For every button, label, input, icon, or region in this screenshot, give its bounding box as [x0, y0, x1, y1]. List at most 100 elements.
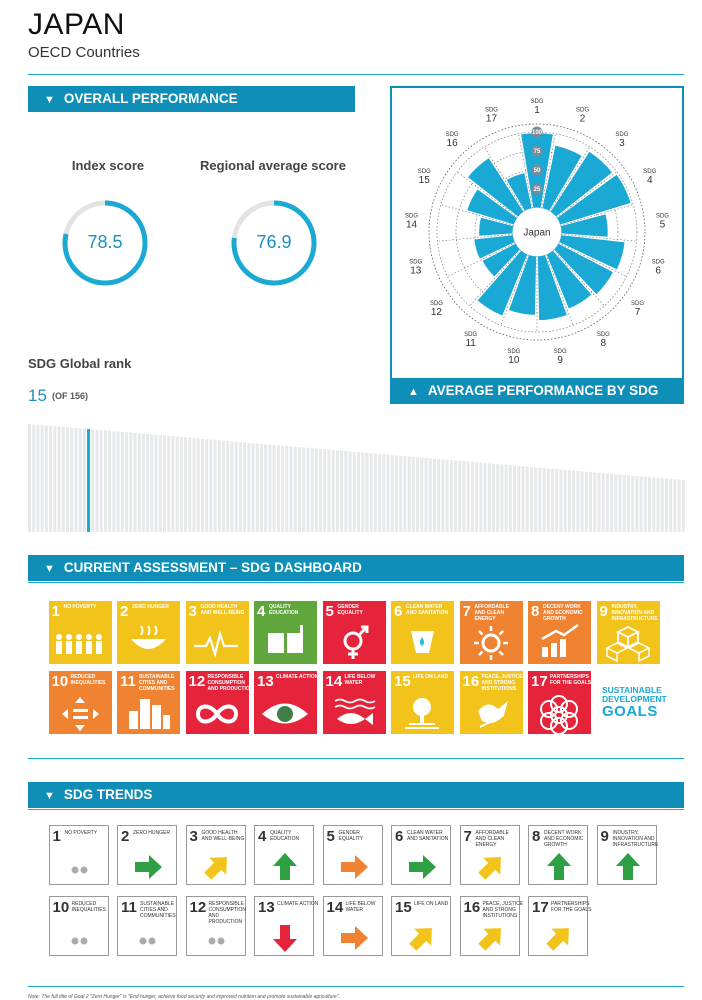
- rank-bar: [677, 479, 681, 532]
- dashboard-tile-sdg-11: 11 Sustainable cities and communities: [117, 671, 180, 734]
- trend-tile-label: Decent work and economic growth: [544, 830, 584, 848]
- tile-label: Responsible consumption and production: [207, 674, 254, 692]
- polar-scale-badge: [531, 183, 543, 195]
- polar-label-sdg: SDG: [597, 332, 610, 338]
- rank-bar: [259, 443, 264, 532]
- trend-tile-number: 13: [258, 899, 275, 916]
- tile-number: 17: [531, 673, 548, 690]
- rank-bar: [314, 448, 318, 532]
- rank-bar: [255, 443, 259, 532]
- rank-bar: [230, 441, 234, 532]
- trends-bottom-divider: [28, 986, 684, 987]
- polar-scale-badge: [531, 164, 543, 176]
- rank-bar: [508, 465, 512, 532]
- rank-bar: [205, 439, 209, 532]
- global-rank-value: 15: [28, 386, 47, 405]
- avg-performance-title: AVERAGE PERFORMANCE BY SDG: [427, 383, 659, 398]
- trend-tile-number: 15: [395, 899, 412, 916]
- polar-spoke: [518, 133, 533, 209]
- rank-bar: [664, 478, 668, 532]
- trend-tile-sdg-6: 6 Clean water and sanitation: [391, 825, 451, 885]
- tile-number: 16: [462, 673, 480, 690]
- dashboard-tile-sdg-8: 8 Decent work and economic growth: [528, 601, 591, 664]
- polar-center: [514, 209, 560, 255]
- sun-icon: [473, 626, 508, 660]
- polar-label-sdg: SDG: [530, 99, 543, 105]
- rank-bar: [281, 445, 285, 532]
- trend-tile-number: 8: [532, 828, 541, 845]
- polar-label-num: 1: [534, 105, 540, 116]
- rank-bar: [593, 472, 597, 532]
- tile-number: 4: [257, 603, 266, 620]
- polar-bar-sdg-9: [537, 254, 568, 321]
- rank-bar: [306, 447, 310, 532]
- fish-icon: [334, 698, 375, 725]
- polar-bar-sdg-6: [558, 234, 626, 271]
- polar-label-num: 12: [431, 307, 443, 318]
- polar-spoke: [552, 249, 605, 307]
- rank-bar: [525, 466, 529, 532]
- polar-outer-ring: [428, 123, 646, 341]
- polar-label-sdg: SDG: [576, 108, 589, 114]
- rank-bar: [411, 456, 415, 532]
- dashboard-tile-sdg-13: 13 Climate action: [254, 671, 318, 734]
- rank-bar: [234, 441, 238, 532]
- trend-tile-sdg-4: 4 Quality education: [254, 825, 314, 885]
- polar-bar-sdg-10: [507, 254, 537, 316]
- dashboard-tile-sdg-3: 3 Good health and well-being: [185, 601, 249, 664]
- trend-tile-label: Industry, innovation and infrastructure: [612, 830, 659, 848]
- tile-number: 6: [394, 603, 403, 620]
- rank-bar: [91, 429, 95, 532]
- tile-number: 7: [462, 603, 471, 620]
- polar-label-num: 6: [655, 265, 661, 276]
- rank-bar: [268, 444, 272, 532]
- rank-bar: [576, 470, 580, 532]
- rank-bar: [622, 474, 626, 532]
- polar-label-num: 2: [580, 114, 586, 125]
- rank-bar: [335, 450, 339, 532]
- rank-bar: [597, 472, 601, 532]
- tile-number: 12: [188, 673, 206, 690]
- dashboard-tile-sdg-17: 17 Partnerships for the goals: [528, 671, 591, 734]
- trend-tile-number: 11: [121, 899, 137, 916]
- regional-ring-fill: [231, 200, 317, 286]
- polar-bar-sdg-12: [481, 242, 522, 278]
- rank-bar: [445, 459, 449, 532]
- rank-bar: [327, 449, 331, 532]
- trend-tile-sdg-8: 8 Decent work and economic growth: [528, 825, 588, 885]
- dashboard-banner: ▼ CURRENT ASSESSMENT – SDG DASHBOARD: [28, 555, 684, 581]
- rank-bar: [285, 446, 289, 532]
- rank-bar: [74, 427, 78, 532]
- rank-bar: [542, 468, 546, 532]
- trend-tile-sdg-14: 14 Life below water: [322, 896, 383, 956]
- rank-bar: [196, 438, 200, 532]
- rank-bar: [82, 428, 86, 532]
- rank-bar: [319, 448, 323, 532]
- polar-bar-sdg-16: [466, 157, 525, 218]
- polar-bar-sdg-3: [549, 150, 614, 218]
- polar-label-sdg: SDG: [409, 259, 422, 265]
- trend-tile-sdg-3: 3 Good health and well-being: [185, 825, 246, 885]
- rank-bar: [297, 447, 301, 532]
- rank-bar-highlight: [87, 429, 91, 532]
- trend-tile-label: Zero hunger: [133, 830, 170, 836]
- dashboard-tile-sdg-5: 5 Gender equality: [322, 601, 386, 664]
- polar-spoke: [560, 233, 637, 242]
- rank-bar: [403, 456, 407, 532]
- rank-bar: [184, 437, 188, 532]
- polar-bar-sdg-14: [478, 216, 515, 237]
- rank-bar: [141, 433, 145, 532]
- global-rank-total: (OF 156): [52, 391, 89, 401]
- rank-bar: [200, 438, 204, 532]
- dashboard-tile-sdg-2: 2 Zero hunger: [117, 601, 180, 664]
- polar-label-num: 11: [465, 338, 476, 349]
- rank-bar: [226, 440, 230, 532]
- rank-bar: [167, 435, 171, 532]
- trend-tile-sdg-5: 5 Gender equality: [322, 825, 383, 885]
- rank-bar: [331, 450, 335, 532]
- polar-label-sdg: SDG: [405, 213, 418, 219]
- tile-label: Affordable and clean energy: [474, 604, 509, 622]
- polar-label-num: 13: [410, 265, 422, 276]
- regional-score-value: 76.9: [256, 232, 292, 252]
